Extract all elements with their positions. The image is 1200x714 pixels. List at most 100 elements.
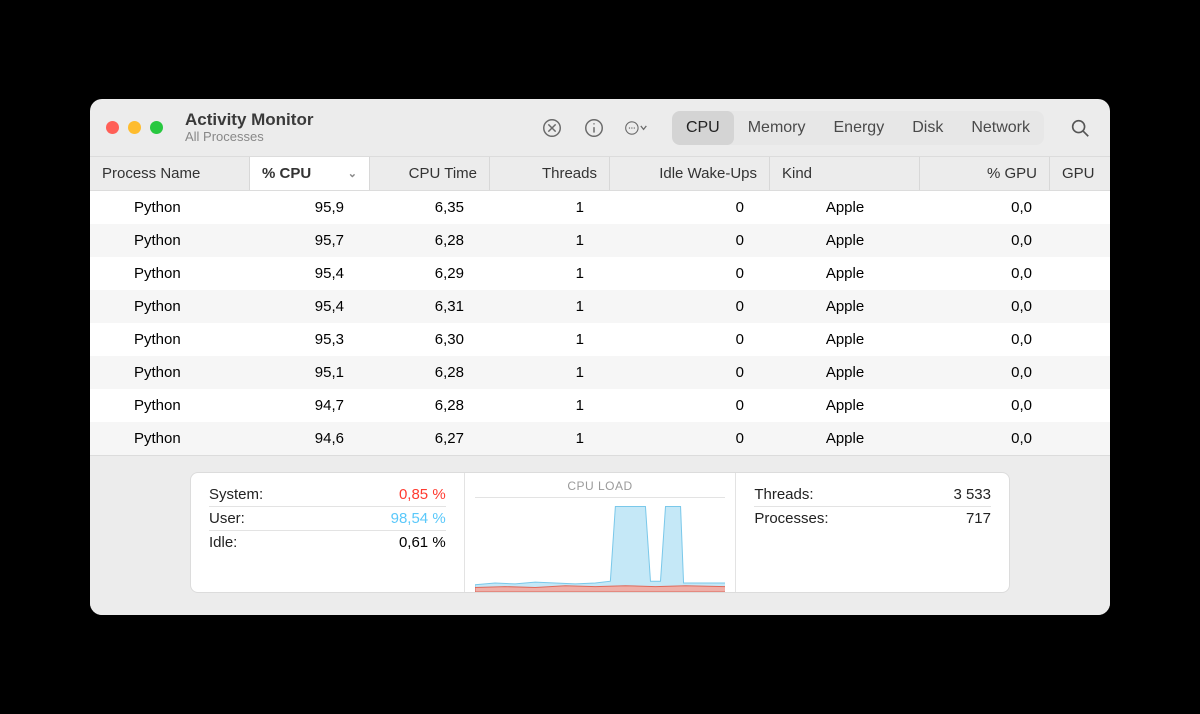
zoom-button[interactable] [150,121,163,134]
cpu-load-chart: CPU LOAD [464,473,737,592]
column--cpu[interactable]: % CPU⌄ [250,157,370,190]
cell-gpu: 0,0 [920,397,1050,414]
cell-kind: Apple [770,364,920,381]
cell-threads: 1 [490,232,610,249]
cell-kind: Apple [770,298,920,315]
table-row[interactable]: Python94,76,2810Apple0,0 [90,389,1110,422]
cell-wakeups: 0 [610,430,770,447]
cell-gpu: 0,0 [920,298,1050,315]
cell-cpu-time: 6,28 [370,364,490,381]
traffic-lights [106,121,163,134]
cell-kind: Apple [770,397,920,414]
cell-process-name: Python [90,265,250,282]
stat-value: 98,54 % [391,510,446,527]
cell-gpu: 0,0 [920,430,1050,447]
cell-threads: 1 [490,331,610,348]
cell-kind: Apple [770,331,920,348]
cell-gpu: 0,0 [920,232,1050,249]
close-button[interactable] [106,121,119,134]
cell-cpu-time: 6,35 [370,199,490,216]
footer: System:0,85 %User:98,54 %Idle:0,61 % CPU… [90,455,1110,615]
tab-cpu[interactable]: CPU [672,111,734,145]
cell-kind: Apple [770,199,920,216]
stat-label: Threads: [754,486,813,503]
cell-wakeups: 0 [610,397,770,414]
search-button[interactable] [1066,114,1094,142]
cell-cpu: 95,4 [250,265,370,282]
stat-value: 0,61 % [399,534,446,551]
stat-line: User:98,54 % [209,507,446,531]
cell-threads: 1 [490,298,610,315]
process-table: Python95,96,3510Apple0,0Python95,76,2810… [90,191,1110,455]
column-idle-wake-ups[interactable]: Idle Wake-Ups [610,157,770,190]
stat-label: System: [209,486,263,503]
column-kind[interactable]: Kind [770,157,920,190]
cell-wakeups: 0 [610,199,770,216]
chart-series-user [475,507,726,593]
cell-threads: 1 [490,430,610,447]
stop-process-button[interactable] [538,114,566,142]
tab-disk[interactable]: Disk [898,111,957,145]
cell-process-name: Python [90,331,250,348]
column-threads[interactable]: Threads [490,157,610,190]
column-header-row: Process Name% CPU⌄CPU TimeThreadsIdle Wa… [90,157,1110,191]
cell-gpu: 0,0 [920,199,1050,216]
cell-cpu: 94,6 [250,430,370,447]
cell-wakeups: 0 [610,364,770,381]
tab-memory[interactable]: Memory [734,111,820,145]
tab-network[interactable]: Network [957,111,1044,145]
table-row[interactable]: Python95,96,3510Apple0,0 [90,191,1110,224]
cell-kind: Apple [770,265,920,282]
column-gpu[interactable]: GPU [1050,157,1110,190]
stats-right: Threads: 3 533 Processes:717 [736,473,1009,592]
cell-cpu: 95,9 [250,199,370,216]
cell-gpu: 0,0 [920,331,1050,348]
table-row[interactable]: Python95,36,3010Apple0,0 [90,323,1110,356]
minimize-button[interactable] [128,121,141,134]
cell-cpu-time: 6,31 [370,298,490,315]
window-title: Activity Monitor [185,111,313,130]
cell-cpu-time: 6,30 [370,331,490,348]
stat-value: 717 [966,510,991,527]
cell-wakeups: 0 [610,331,770,348]
table-row[interactable]: Python95,46,2910Apple0,0 [90,257,1110,290]
stat-line: Processes:717 [754,507,991,530]
cell-wakeups: 0 [610,232,770,249]
cell-threads: 1 [490,199,610,216]
chart-title: CPU LOAD [475,479,726,498]
cell-threads: 1 [490,265,610,282]
cell-kind: Apple [770,430,920,447]
table-row[interactable]: Python95,46,3110Apple0,0 [90,290,1110,323]
cell-wakeups: 0 [610,265,770,282]
table-row[interactable]: Python95,16,2810Apple0,0 [90,356,1110,389]
cell-cpu-time: 6,28 [370,397,490,414]
titlebar: Activity Monitor All Processes CPUMemory… [90,99,1110,157]
tab-energy[interactable]: Energy [820,111,899,145]
cell-process-name: Python [90,199,250,216]
more-button[interactable] [622,114,650,142]
cell-wakeups: 0 [610,298,770,315]
resource-tabs: CPUMemoryEnergyDiskNetwork [672,111,1044,145]
stat-value: 0,85 % [399,486,446,503]
stat-value: 3 533 [953,486,991,503]
column-cpu-time[interactable]: CPU Time [370,157,490,190]
chart-series-system [475,586,726,592]
column-process-name[interactable]: Process Name [90,157,250,190]
cell-cpu: 95,1 [250,364,370,381]
cell-cpu: 95,3 [250,331,370,348]
cell-cpu-time: 6,28 [370,232,490,249]
table-row[interactable]: Python95,76,2810Apple0,0 [90,224,1110,257]
cell-process-name: Python [90,397,250,414]
stats-left: System:0,85 %User:98,54 %Idle:0,61 % [191,473,464,592]
cell-process-name: Python [90,430,250,447]
toolbar-icons [538,114,650,142]
cell-cpu: 95,7 [250,232,370,249]
stats-panel: System:0,85 %User:98,54 %Idle:0,61 % CPU… [190,472,1010,593]
stat-line: Threads: 3 533 [754,483,991,507]
info-button[interactable] [580,114,608,142]
cell-threads: 1 [490,364,610,381]
window-subtitle: All Processes [185,130,313,144]
cell-cpu: 95,4 [250,298,370,315]
column--gpu[interactable]: % GPU [920,157,1050,190]
table-row[interactable]: Python94,66,2710Apple0,0 [90,422,1110,455]
